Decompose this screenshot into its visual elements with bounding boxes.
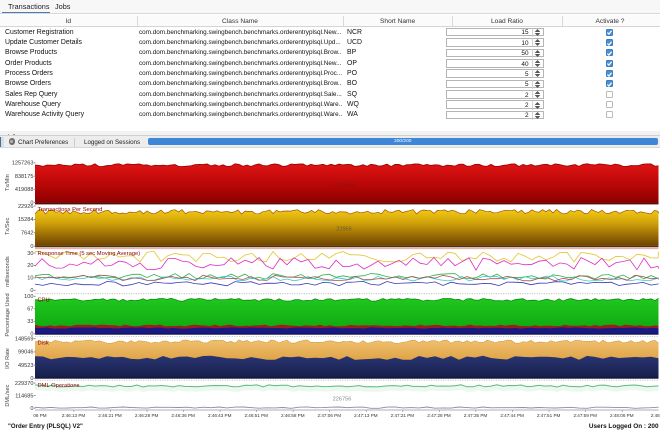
svg-text:148569: 148569 — [15, 337, 34, 343]
svg-text:2:47:35 PM: 2:47:35 PM — [464, 413, 488, 418]
svg-text:99046: 99046 — [18, 350, 34, 356]
svg-text:2:46:21 PM: 2:46:21 PM — [98, 413, 122, 418]
svg-text:100: 100 — [24, 294, 33, 300]
svg-text:2:46:28 PM: 2:46:28 PM — [135, 413, 159, 418]
svg-text:1246553: 1246553 — [334, 182, 356, 188]
svg-text:0: 0 — [30, 200, 33, 206]
svg-text:2:46:43 PM: 2:46:43 PM — [208, 413, 232, 418]
svg-text:49523: 49523 — [18, 363, 34, 369]
svg-text:DML Operations: DML Operations — [38, 383, 80, 389]
svg-text:0: 0 — [30, 244, 33, 250]
svg-text:1257263: 1257263 — [12, 161, 34, 167]
svg-text:Tx/Min: Tx/Min — [5, 174, 11, 191]
svg-text:DML/sec: DML/sec — [5, 384, 11, 406]
svg-text:0: 0 — [30, 332, 33, 338]
svg-text:15284: 15284 — [18, 217, 34, 223]
svg-text:22956: 22956 — [336, 226, 352, 232]
svg-text:2:47:59 PM: 2:47:59 PM — [573, 413, 597, 418]
svg-text:2:46:58 PM: 2:46:58 PM — [281, 413, 305, 418]
svg-text:I/O Rate: I/O Rate — [5, 348, 11, 369]
svg-text:Tx/Sec: Tx/Sec — [5, 217, 11, 235]
svg-text:0: 0 — [30, 288, 33, 294]
svg-text:2:48:13 PM: 2:48:13 PM — [651, 413, 660, 418]
svg-text:22926: 22926 — [18, 204, 34, 210]
svg-text:229370: 229370 — [15, 381, 34, 387]
svg-text:0: 0 — [30, 406, 33, 412]
svg-text:Transactions Per Second: Transactions Per Second — [38, 207, 103, 213]
svg-text:7642: 7642 — [21, 231, 33, 237]
svg-text:2:48:06 PM: 2:48:06 PM — [610, 413, 634, 418]
svg-text:06 PM: 06 PM — [33, 413, 46, 418]
svg-text:2:46:51 PM: 2:46:51 PM — [244, 413, 268, 418]
svg-text:0: 0 — [30, 376, 33, 382]
svg-text:Disk: Disk — [38, 341, 49, 347]
svg-text:20: 20 — [27, 263, 33, 269]
svg-text:Response Time (5 sec Moving Av: Response Time (5 sec Moving Average) — [38, 251, 141, 257]
svg-text:milliseconds: milliseconds — [5, 256, 11, 287]
svg-text:2:47:28 PM: 2:47:28 PM — [427, 413, 451, 418]
svg-text:30: 30 — [27, 251, 33, 257]
svg-text:226756: 226756 — [333, 396, 352, 402]
svg-text:2:46:13 PM: 2:46:13 PM — [62, 413, 86, 418]
svg-text:2:46:36 PM: 2:46:36 PM — [171, 413, 195, 418]
svg-text:2:47:44 PM: 2:47:44 PM — [500, 413, 524, 418]
svg-text:114685: 114685 — [15, 393, 33, 399]
svg-text:33: 33 — [27, 319, 33, 325]
svg-text:419088: 419088 — [15, 187, 34, 193]
svg-text:2:47:06 PM: 2:47:06 PM — [318, 413, 342, 418]
svg-text:2:47:21 PM: 2:47:21 PM — [391, 413, 415, 418]
svg-text:CPU: CPU — [38, 298, 50, 304]
svg-text:2:47:51 PM: 2:47:51 PM — [537, 413, 561, 418]
svg-text:838175: 838175 — [15, 174, 34, 180]
svg-text:Percentage Used: Percentage Used — [5, 293, 11, 336]
svg-text:67: 67 — [27, 307, 33, 313]
svg-text:10: 10 — [27, 276, 33, 282]
svg-text:2:47:13 PM: 2:47:13 PM — [354, 413, 378, 418]
